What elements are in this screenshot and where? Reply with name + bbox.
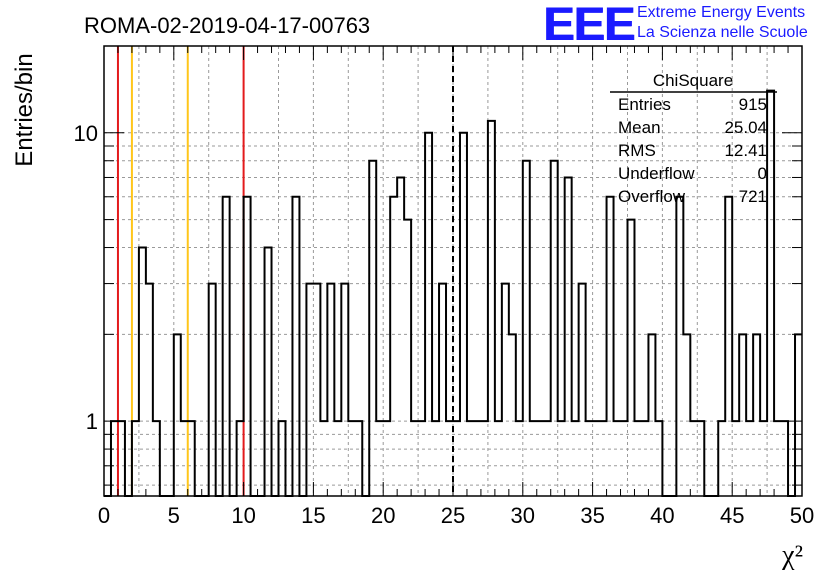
x-tick-label: 30: [511, 503, 535, 528]
axis-ticks: [103, 45, 803, 496]
x-tick-label: 0: [98, 503, 110, 528]
stats-row-label: Overflow: [618, 187, 686, 206]
stats-box: ChiSquare Entries 915 Mean 25.04 RMS 12.41 Und…: [610, 71, 777, 206]
x-tick-label: 35: [580, 503, 604, 528]
stats-row-value: 0: [758, 164, 767, 183]
stats-row-label: Entries: [618, 95, 671, 114]
stats-row-value: 12.41: [724, 141, 767, 160]
stats-row-value: 25.04: [724, 118, 767, 137]
x-axis-label: χ²: [781, 540, 803, 571]
stats-box-name: ChiSquare: [653, 71, 733, 90]
x-tick-label: 5: [168, 503, 180, 528]
x-tick-label: 45: [720, 503, 744, 528]
eee-logo-line-2: La Scienza nelle Scuole: [637, 24, 808, 41]
x-tick-label: 25: [441, 503, 465, 528]
x-tick-label: 15: [301, 503, 325, 528]
y-tick-label: 10: [74, 121, 98, 146]
eee-logo-line-1: Extreme Energy Events: [637, 4, 806, 21]
y-axis-label: Entries/bin: [11, 53, 38, 166]
x-tick-label: 40: [650, 503, 674, 528]
stats-row-value: 721: [739, 187, 767, 206]
x-tick-label: 50: [790, 503, 814, 528]
y-tick-labels: 1 10: [74, 121, 98, 434]
stats-rows: Entries 915 Mean 25.04 RMS 12.41 Underflow 0 Ove…: [618, 95, 767, 206]
eee-logo: EEE Extreme Energy Events La Scienza nel…: [543, 0, 836, 50]
eee-logo-mark: EEE: [543, 0, 635, 50]
histogram-step-line: [104, 89, 802, 497]
x-tick-label: 20: [371, 503, 395, 528]
chart-title: ROMA-02-2019-04-17-00763: [84, 13, 370, 38]
stats-row-label: Underflow: [618, 164, 695, 183]
x-tick-labels: 0 5 10 15 20 25 30 35 40 45 50: [98, 503, 814, 528]
stats-row-label: RMS: [618, 141, 656, 160]
x-tick-label: 10: [231, 503, 255, 528]
stats-row-label: Mean: [618, 118, 661, 137]
y-tick-label: 1: [86, 409, 98, 434]
stats-row-value: 915: [739, 95, 767, 114]
